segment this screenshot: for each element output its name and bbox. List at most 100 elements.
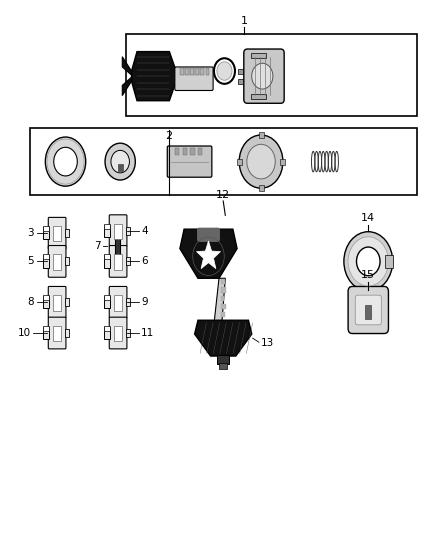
Text: 4: 4: [141, 225, 148, 236]
Circle shape: [247, 144, 275, 179]
FancyBboxPatch shape: [48, 246, 66, 277]
Bar: [251, 94, 266, 99]
Bar: [237, 158, 242, 165]
Bar: [104, 254, 110, 260]
Circle shape: [54, 147, 77, 176]
Bar: [191, 68, 194, 75]
FancyBboxPatch shape: [109, 286, 127, 318]
Bar: [191, 148, 194, 155]
FancyBboxPatch shape: [48, 217, 66, 249]
FancyBboxPatch shape: [109, 246, 127, 277]
Bar: [198, 148, 202, 155]
Bar: [201, 68, 204, 75]
Bar: [175, 148, 180, 155]
Circle shape: [348, 237, 389, 286]
Bar: [221, 304, 226, 309]
Bar: [126, 257, 130, 265]
Bar: [126, 329, 130, 337]
Bar: [65, 298, 69, 306]
Polygon shape: [194, 320, 252, 356]
Polygon shape: [122, 77, 131, 95]
Text: 11: 11: [141, 328, 155, 338]
Bar: [114, 223, 122, 239]
FancyBboxPatch shape: [167, 146, 212, 177]
Bar: [195, 68, 199, 75]
Bar: [65, 229, 69, 237]
Bar: [53, 226, 61, 241]
FancyBboxPatch shape: [198, 228, 219, 241]
Bar: [104, 296, 110, 309]
Text: 9: 9: [141, 297, 148, 308]
Text: 10: 10: [18, 328, 31, 338]
Bar: [221, 312, 225, 317]
Bar: [104, 326, 110, 331]
Text: 3: 3: [27, 228, 34, 238]
Polygon shape: [197, 241, 220, 269]
Bar: [53, 254, 61, 270]
Bar: [221, 296, 224, 301]
Text: 15: 15: [361, 270, 375, 280]
Circle shape: [46, 137, 86, 186]
Bar: [219, 362, 227, 369]
Circle shape: [357, 247, 380, 276]
Text: 8: 8: [27, 297, 34, 308]
Bar: [217, 354, 229, 364]
Bar: [114, 326, 122, 341]
Bar: [185, 68, 189, 75]
Bar: [126, 298, 130, 306]
FancyBboxPatch shape: [355, 295, 381, 325]
Polygon shape: [122, 56, 131, 75]
Circle shape: [111, 150, 130, 173]
Bar: [385, 255, 393, 268]
Bar: [127, 34, 417, 116]
Bar: [43, 326, 49, 331]
Bar: [205, 68, 209, 75]
Bar: [104, 224, 110, 237]
Circle shape: [105, 143, 135, 180]
Bar: [180, 68, 184, 75]
Circle shape: [214, 58, 235, 84]
FancyBboxPatch shape: [244, 49, 284, 103]
Polygon shape: [180, 229, 237, 278]
Bar: [238, 69, 245, 74]
Bar: [104, 255, 110, 268]
Bar: [65, 329, 69, 337]
Text: 5: 5: [27, 256, 34, 266]
Circle shape: [217, 62, 232, 80]
Polygon shape: [212, 278, 225, 343]
Bar: [65, 257, 69, 265]
Bar: [43, 226, 49, 231]
Circle shape: [252, 63, 273, 89]
Text: 14: 14: [361, 213, 375, 223]
Bar: [104, 223, 110, 229]
Bar: [365, 305, 371, 319]
FancyBboxPatch shape: [175, 67, 213, 91]
Bar: [114, 254, 122, 270]
Bar: [43, 296, 49, 309]
Bar: [238, 79, 245, 84]
Text: 7: 7: [94, 241, 100, 251]
Circle shape: [344, 232, 392, 291]
Bar: [104, 295, 110, 300]
Bar: [115, 237, 120, 255]
Bar: [43, 295, 49, 300]
Bar: [43, 255, 49, 268]
Bar: [104, 327, 110, 339]
Polygon shape: [131, 52, 176, 101]
Text: 1: 1: [241, 16, 248, 26]
Bar: [280, 158, 286, 165]
Text: 12: 12: [216, 190, 230, 200]
FancyBboxPatch shape: [348, 286, 389, 334]
Bar: [43, 227, 49, 239]
Circle shape: [239, 135, 283, 188]
Bar: [258, 185, 264, 191]
Bar: [114, 295, 122, 311]
Bar: [221, 287, 226, 293]
Bar: [43, 254, 49, 260]
Bar: [183, 148, 187, 155]
Text: 13: 13: [261, 338, 274, 348]
Bar: [30, 128, 417, 195]
Bar: [53, 295, 61, 311]
FancyBboxPatch shape: [109, 317, 127, 349]
FancyBboxPatch shape: [48, 286, 66, 318]
